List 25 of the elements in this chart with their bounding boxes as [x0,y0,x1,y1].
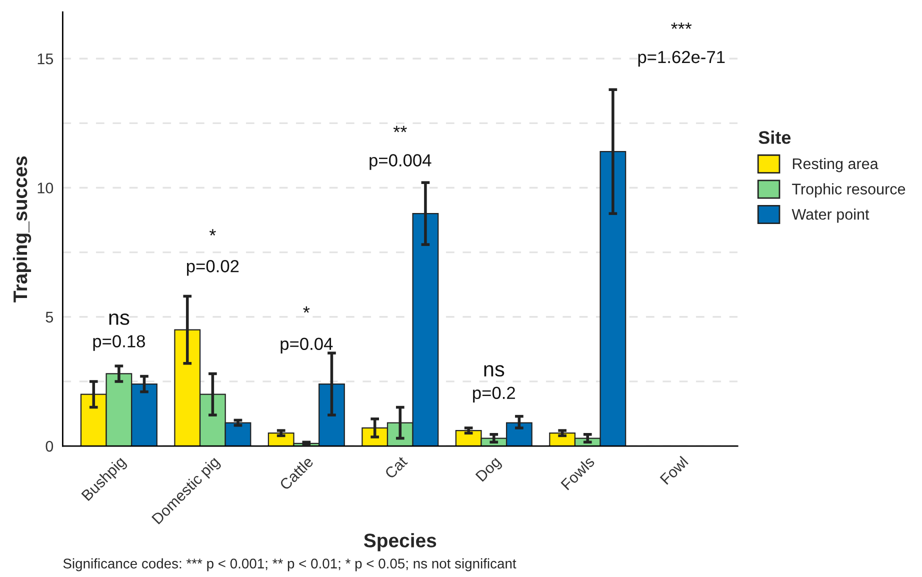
annotation: p=0.04 [280,338,333,354]
legend-label: Trophic resource [792,183,906,198]
y-tick-label: 5 [46,312,54,323]
y-tick-label: 15 [38,54,54,64]
y-axis-title: Traping_succes [12,156,32,302]
x-tick-label: Dog [475,456,504,484]
annotation: * [303,306,310,313]
annotation: * [209,229,216,236]
y-tick-label: 0 [46,440,54,452]
text: Significance codes: *** p < 0.001; ** p < 0.01; * p < 0.05; ns not significant [63,558,516,572]
legend-title: Site [758,130,791,144]
x-tick-label: Cat [384,455,408,480]
annotation: ns [484,365,504,377]
annotation: ** [393,126,407,132]
x-axis-title: Species [364,533,436,552]
legend-label: Resting area [792,158,878,172]
annotation: p=0.18 [93,335,145,351]
annotation: p=0.004 [370,154,432,170]
annotation: p=0.02 [187,260,239,276]
annotation: p=1.62e-71 [638,50,725,67]
legend-label: Water point [792,208,870,223]
annotation: p=0.2 [473,386,515,402]
y-tick-label: 10 [38,182,54,194]
annotation: ns [109,313,130,325]
annotation: *** [671,22,692,29]
